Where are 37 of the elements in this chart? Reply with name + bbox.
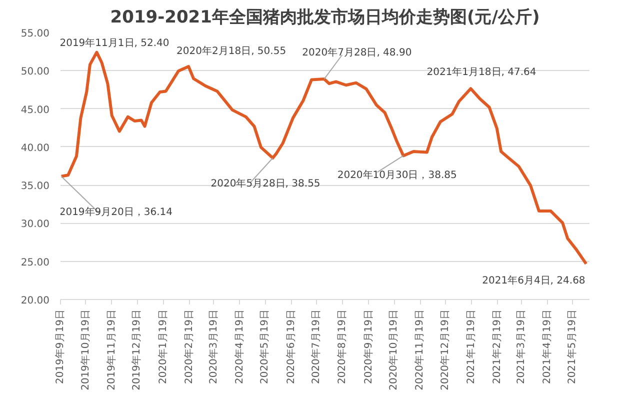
x-tick-label: 2021年2月19日 — [491, 309, 504, 384]
x-tick-label: 2020年5月19日 — [258, 309, 271, 384]
x-tick-label: 2019年9月19日 — [54, 309, 66, 384]
annotation: 2019年11月1日, 52.40 — [60, 36, 170, 49]
annotation: 2021年6月4日, 24.68 — [482, 274, 586, 286]
annotation: 2021年1月18日, 47.64 — [426, 66, 536, 78]
x-tick-label: 2019年11月19日 — [105, 309, 118, 390]
x-tick-label: 2021年4月19日 — [540, 309, 553, 384]
y-tick-label: 35.00 — [20, 181, 50, 192]
x-tick-label: 2021年1月19日 — [465, 309, 478, 384]
x-tick-label: 2020年8月19日 — [336, 309, 348, 384]
x-tick-label: 2020年10月19日 — [388, 309, 400, 390]
y-tick-label: 55.00 — [20, 28, 50, 40]
x-tick-label: 2020年11月19日 — [414, 309, 426, 390]
x-tick-label: 2020年3月19日 — [207, 309, 220, 384]
annotation: 2020年5月28日, 38.55 — [210, 177, 320, 190]
x-tick-label: 2020年4月19日 — [233, 309, 246, 384]
x-tick-label: 2021年3月19日 — [514, 309, 527, 384]
x-tick-label: 2020年6月19日 — [284, 309, 297, 384]
x-tick-label: 2020年1月19日 — [156, 309, 169, 384]
y-tick-label: 20.00 — [20, 296, 50, 306]
y-tick-label: 45.00 — [20, 104, 50, 116]
y-tick-label: 50.00 — [20, 66, 50, 78]
annotation: 2020年10月30日，38.85 — [337, 169, 457, 182]
x-tick-label: 2019年12月19日 — [130, 309, 143, 390]
x-tick-label: 2019年10月19日 — [79, 309, 92, 390]
x-tick-label: 2020年12月19日 — [438, 309, 451, 390]
x-tick-label: 2021年5月19日 — [566, 309, 578, 384]
x-tick-label: 2020年7月19日 — [310, 309, 322, 384]
annotation: 2020年7月28日, 48.90 — [302, 46, 412, 59]
x-tick-label: 2020年9月19日 — [362, 309, 374, 384]
annotation: 2020年2月18日, 50.55 — [176, 44, 286, 57]
y-tick-label: 40.00 — [20, 142, 50, 154]
x-tick-label: 2020年2月19日 — [182, 309, 195, 384]
chart-title: 2019-2021年全国猪肉批发市场日均价走势图(元/公斤) — [110, 8, 540, 28]
y-tick-label: 30.00 — [20, 219, 50, 230]
y-tick-label: 25.00 — [20, 257, 50, 268]
